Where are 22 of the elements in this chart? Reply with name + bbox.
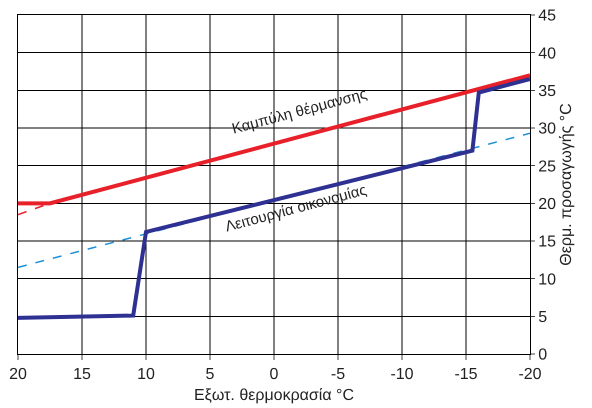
x-tick-label: -5 bbox=[330, 366, 346, 384]
x-tick-label: -20 bbox=[518, 366, 542, 384]
y-tick-label: 20 bbox=[538, 196, 556, 213]
y-tick-label: 25 bbox=[538, 158, 556, 176]
x-tick-label: -15 bbox=[454, 366, 478, 384]
y-tick-label: 45 bbox=[538, 8, 556, 25]
x-tick-label: -10 bbox=[390, 366, 414, 384]
y-tick-label: 40 bbox=[538, 45, 556, 62]
x-axis-title: Εξωτ. θερμοκρασία °C bbox=[194, 386, 354, 404]
x-tick-label: 0 bbox=[270, 366, 279, 384]
x-tick-label: 10 bbox=[137, 366, 155, 384]
x-tick-label: 20 bbox=[9, 366, 27, 384]
y-tick-label: 15 bbox=[538, 234, 556, 251]
y-tick-label: 5 bbox=[538, 308, 548, 326]
y-tick-label: 30 bbox=[538, 120, 556, 138]
y-tick-label: 35 bbox=[538, 82, 556, 100]
y-tick-label: 0 bbox=[538, 346, 548, 364]
x-tick-label: 15 bbox=[73, 366, 91, 384]
x-tick-label: 5 bbox=[206, 366, 215, 384]
y-tick-label: 10 bbox=[538, 271, 556, 288]
y-axis-title: Θερμ. προσαγωγής °C bbox=[558, 103, 575, 266]
line-series bbox=[18, 77, 530, 320]
